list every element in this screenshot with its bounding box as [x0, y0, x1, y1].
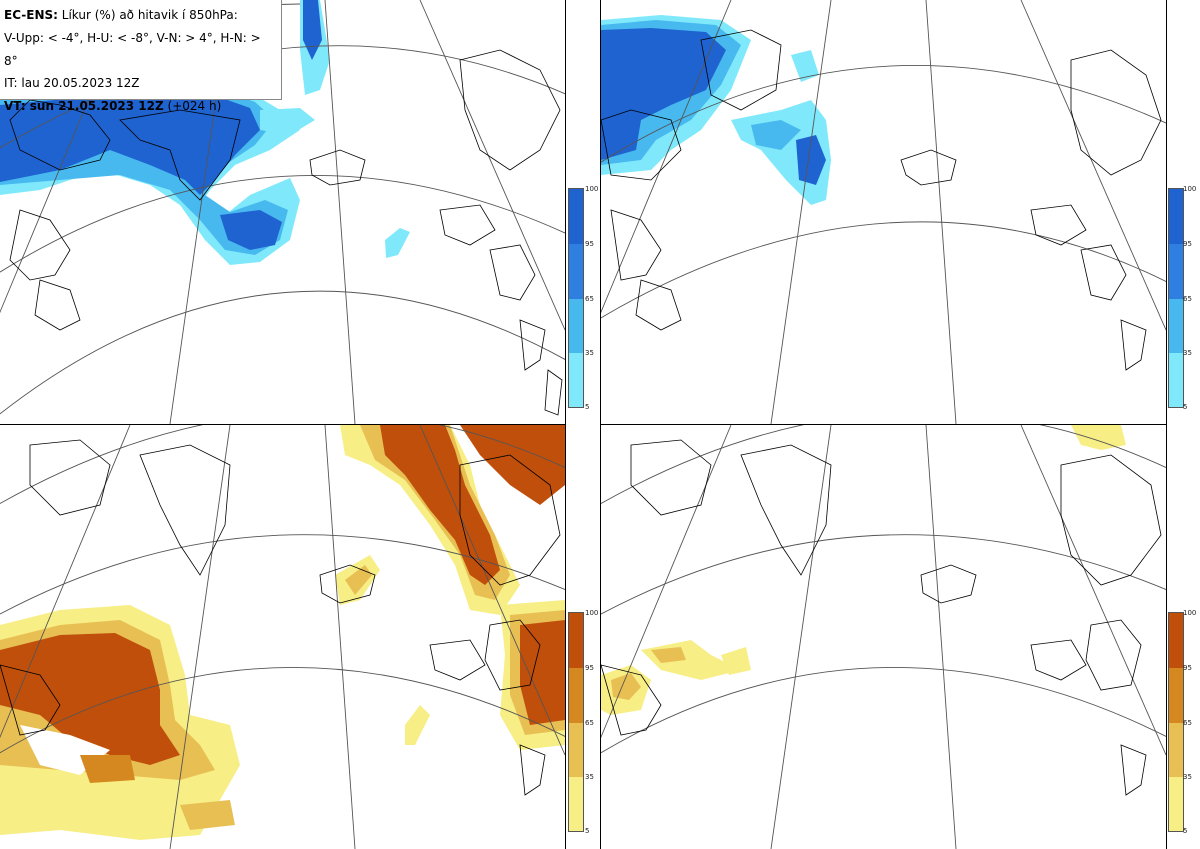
colorbar-blue-2 — [1168, 188, 1184, 408]
tick-100: 100 — [1183, 609, 1197, 617]
model-label: EC-ENS: — [4, 8, 58, 22]
tick-65: 65 — [585, 719, 594, 727]
map-panel-v-upp: EC-ENS: Líkur (%) að hitavik í 850hPa: V… — [0, 0, 566, 424]
map-panel-v-n — [0, 424, 566, 849]
tick-95: 95 — [585, 664, 594, 672]
map-panel-h-u — [600, 0, 1167, 424]
graticule — [601, 0, 1166, 424]
graticule — [0, 425, 565, 849]
tick-100: 100 — [585, 185, 599, 193]
colorbar-orange-4 — [1168, 612, 1184, 832]
legend-box: EC-ENS: Líkur (%) að hitavik í 850hPa: V… — [0, 0, 282, 113]
coastlines — [601, 439, 1162, 796]
graticule — [601, 425, 1166, 849]
tick-95: 95 — [1183, 240, 1192, 248]
tick-65: 65 — [1183, 719, 1192, 727]
probability-field — [601, 425, 1126, 715]
colorbar-blue-1 — [568, 188, 584, 408]
valid-time: VT: sun 21.05.2023 12Z — [4, 99, 164, 114]
tick-35: 35 — [1183, 349, 1192, 357]
tick-95: 95 — [1183, 664, 1192, 672]
tick-100: 100 — [585, 609, 599, 617]
colorbar-orange-3 — [568, 612, 584, 832]
coastlines — [0, 439, 561, 796]
probability-field — [0, 0, 410, 265]
issue-time: IT: lau 20.05.2023 12Z — [4, 76, 140, 91]
coastlines — [9, 49, 563, 416]
map-svg — [601, 0, 1166, 424]
tick-100: 100 — [1183, 185, 1197, 193]
tick-95: 95 — [585, 240, 594, 248]
map-svg — [0, 425, 565, 849]
tick-65: 65 — [585, 295, 594, 303]
tick-5: 5 — [1183, 403, 1188, 411]
tick-65: 65 — [1183, 295, 1192, 303]
tick-35: 35 — [1183, 773, 1192, 781]
probability-field — [601, 15, 831, 205]
lead-time: (+024 h) — [167, 99, 222, 114]
map-svg — [0, 0, 565, 424]
legend-title: Líkur (%) að hitavik í 850hPa: — [61, 8, 238, 22]
tick-35: 35 — [585, 773, 594, 781]
map-svg — [601, 425, 1166, 849]
tick-5: 5 — [585, 403, 590, 411]
coastlines — [601, 29, 1162, 371]
tick-5: 5 — [585, 827, 590, 835]
probability-field — [0, 425, 565, 840]
tick-5: 5 — [1183, 827, 1188, 835]
graticule — [0, 0, 565, 424]
map-panel-h-n — [600, 424, 1167, 849]
tick-35: 35 — [585, 349, 594, 357]
thresholds-text: V-Upp: < -4°, H-U: < -8°, V-N: > 4°, H-N… — [4, 30, 261, 68]
